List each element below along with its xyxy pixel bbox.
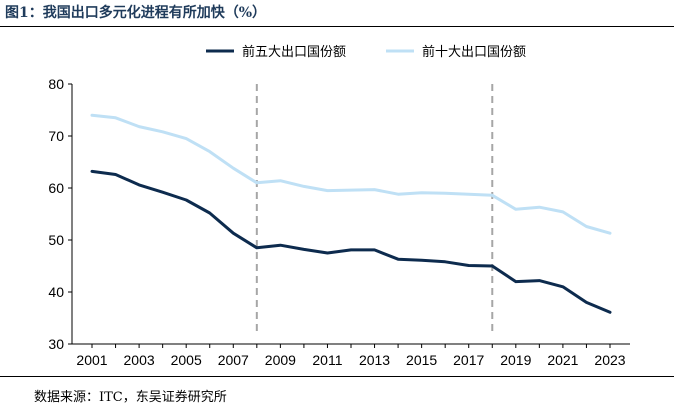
data-source-note: 数据来源：ITC，东吴证券研究所 (34, 390, 227, 405)
y-tick-label: 80 (48, 76, 64, 92)
series-line (90, 169, 612, 314)
x-tick-label: 2009 (265, 352, 296, 368)
y-tick-label: 60 (48, 180, 64, 196)
y-tick-label: 30 (48, 336, 64, 352)
x-tick-label: 2015 (406, 352, 437, 368)
x-tick-label: 2021 (547, 352, 578, 368)
y-tick-label: 40 (48, 284, 64, 300)
line-chart: 30 40 50 60 70 80 2001 2003 2005 2007 2009 2011 2013… (48, 44, 630, 368)
series-line (90, 113, 612, 235)
x-tick-label: 2023 (594, 352, 625, 368)
x-tick-label: 2011 (312, 352, 342, 368)
x-tick-label: 2001 (76, 352, 107, 368)
x-tick-label: 2005 (171, 352, 202, 368)
x-tick-label: 2007 (218, 352, 249, 368)
legend-label: 前十大出口国份额 (422, 44, 526, 60)
top-rule (0, 26, 674, 27)
x-tick-label: 2017 (453, 352, 484, 368)
figure-title: 图1：我国出口多元化进程有所加快（%） (5, 5, 267, 21)
bottom-rule (0, 376, 674, 377)
x-tick-label: 2003 (124, 352, 155, 368)
x-tick-label: 2019 (500, 352, 531, 368)
y-tick-label: 70 (48, 128, 64, 144)
y-tick-label: 50 (48, 232, 64, 248)
legend-label: 前五大出口国份额 (242, 44, 346, 60)
x-tick-label: 2013 (359, 352, 390, 368)
